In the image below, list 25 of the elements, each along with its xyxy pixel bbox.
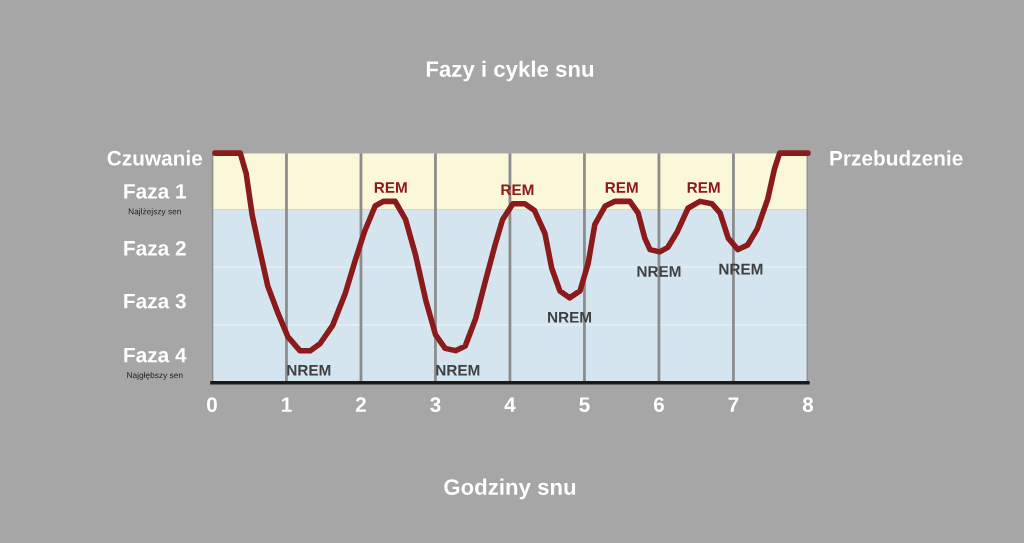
text: Czuwanie xyxy=(107,150,203,166)
x-tick-label: 8 xyxy=(802,397,814,413)
x-tick-label: 5 xyxy=(579,397,590,413)
annotation: REM xyxy=(605,182,638,193)
text: Faza 3 xyxy=(124,293,186,309)
annotation: NREM xyxy=(436,364,480,376)
x-tick-label: 3 xyxy=(430,397,441,413)
annotation: REM xyxy=(374,182,407,193)
text: Faza 2 xyxy=(124,240,186,256)
annotation: REM xyxy=(501,184,534,196)
x-axis-title: Godziny snu xyxy=(444,478,576,500)
x-tick-label: 7 xyxy=(728,397,739,412)
text: Faza 4 xyxy=(124,347,187,363)
annotation: REM xyxy=(687,182,720,193)
x-tick-label: 1 xyxy=(281,397,292,412)
text: Przebudzenie xyxy=(830,150,963,166)
text: Faza 1 xyxy=(124,184,187,199)
text: Najgłębszy sen xyxy=(127,372,183,380)
x-tick-label: 4 xyxy=(504,397,516,412)
text: Najlżejszy sen xyxy=(128,208,181,217)
x-tick-label: 2 xyxy=(355,397,366,412)
x-tick-label: 6 xyxy=(653,397,664,413)
annotation: NREM xyxy=(287,364,331,376)
x-tick-label: 0 xyxy=(207,397,217,413)
chart-title: Fazy i cykle snu xyxy=(426,60,594,82)
